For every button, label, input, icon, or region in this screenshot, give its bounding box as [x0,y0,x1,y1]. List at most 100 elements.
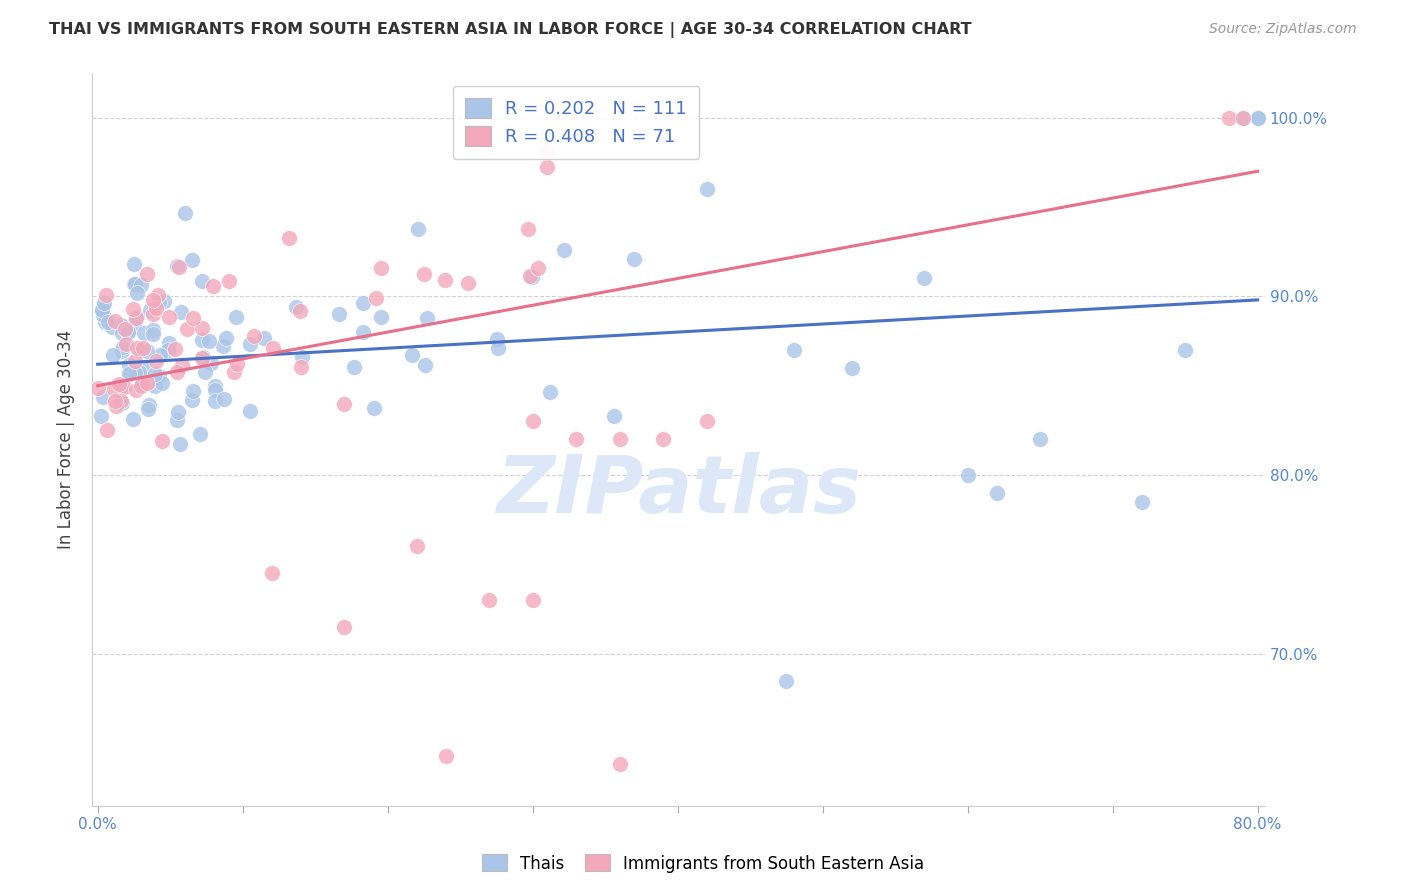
Point [112,380,135,394]
Point [181,384,204,399]
Point [363,401,385,416]
Point [148,368,170,383]
Point [609,432,631,446]
Point [111,396,134,410]
Point [986,486,1008,500]
Point [226,357,249,371]
Point [565,432,588,446]
Point [108,377,131,392]
Point [143,368,166,382]
Point [114,322,136,336]
Point [200,356,222,370]
Point [142,326,165,341]
Point [214,392,236,407]
Point [239,403,262,417]
Point [180,392,202,407]
Point [169,437,191,451]
Point [609,757,631,772]
Point [603,409,626,423]
Point [142,307,165,321]
Point [142,293,165,308]
Point [104,393,127,408]
Point [290,359,312,374]
Point [91,302,114,317]
Point [128,343,150,357]
Point [201,278,224,293]
Point [104,314,127,328]
Point [204,379,226,393]
Point [352,296,374,310]
Point [121,412,143,426]
Point [138,398,160,412]
Point [333,396,356,410]
Point [191,274,214,288]
Point [111,344,134,359]
Point [132,341,155,355]
Text: THAI VS IMMIGRANTS FROM SOUTH EASTERN ASIA IN LABOR FORCE | AGE 30-34 CORRELATIO: THAI VS IMMIGRANTS FROM SOUTH EASTERN AS… [49,22,972,38]
Point [96,423,118,437]
Point [91,301,114,316]
Point [117,325,139,339]
Point [522,593,544,607]
Point [163,342,186,356]
Point [225,310,247,325]
Legend: R = 0.202   N = 111, R = 0.408   N = 71: R = 0.202 N = 111, R = 0.408 N = 71 [453,86,699,159]
Point [139,302,162,317]
Point [433,273,456,287]
Point [131,376,153,391]
Point [352,326,374,340]
Point [204,394,226,409]
Point [364,291,387,305]
Point [128,365,150,379]
Point [408,221,430,235]
Point [145,353,167,368]
Point [150,434,173,448]
Point [153,293,176,308]
Point [782,343,804,357]
Point [696,182,718,196]
Point [1029,432,1052,446]
Point [485,332,508,346]
Point [912,271,935,285]
Point [405,540,427,554]
Y-axis label: In Labor Force | Age 30-34: In Labor Force | Age 30-34 [58,330,75,549]
Point [148,294,170,309]
Point [1232,111,1254,125]
Point [117,367,139,381]
Point [111,326,134,340]
Point [260,566,283,581]
Point [262,341,284,355]
Point [117,326,139,340]
Point [536,145,558,159]
Point [110,393,132,408]
Point [291,350,314,364]
Point [1218,111,1240,125]
Point [101,320,124,334]
Point [412,267,434,281]
Point [127,310,149,324]
Point [538,384,561,399]
Point [1174,343,1197,357]
Point [204,384,226,398]
Point [553,243,575,257]
Point [416,311,439,326]
Point [97,315,120,329]
Point [519,269,541,284]
Point [841,360,863,375]
Point [166,413,188,427]
Point [105,399,128,413]
Point [149,348,172,362]
Point [527,261,550,276]
Point [239,337,262,351]
Point [103,348,125,362]
Point [146,288,169,302]
Point [696,414,718,428]
Point [188,426,211,441]
Point [124,367,146,381]
Point [157,335,180,350]
Point [775,673,797,688]
Point [278,231,301,245]
Point [173,205,195,219]
Point [136,401,159,416]
Point [110,379,132,393]
